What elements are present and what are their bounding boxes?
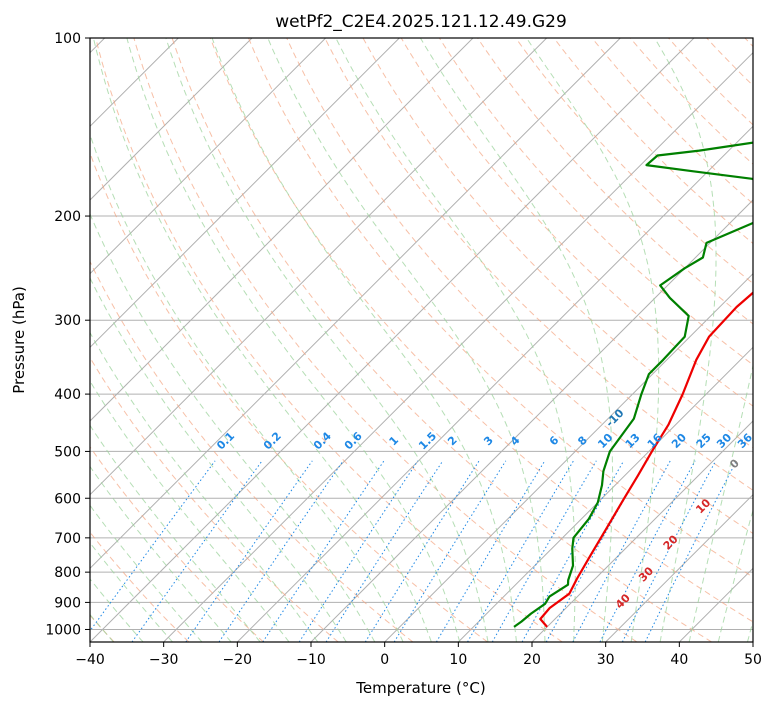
dry-adiabat-line	[95, 38, 563, 642]
y-tick-label: 400	[54, 387, 81, 403]
dry-adiabat-line	[477, 38, 753, 325]
dry-adiabat-line	[209, 38, 753, 623]
mixing-ratio-line	[218, 460, 344, 642]
mixing-ratio-line	[262, 460, 385, 642]
isotherm-line	[310, 199, 753, 642]
isotherm-line	[163, 51, 753, 642]
isotherm-line	[90, 38, 548, 496]
y-tick-label: 100	[54, 31, 81, 47]
mixing-ratio-line	[621, 460, 717, 642]
sounding-profiles	[513, 141, 753, 628]
isotherm-line	[90, 38, 327, 275]
x-tick-label: −30	[149, 652, 179, 668]
isotherm-line	[236, 125, 753, 642]
dry-adiabat-line	[515, 38, 753, 285]
dry-adiabat-line	[362, 38, 753, 449]
temperature-profile-line	[539, 291, 753, 628]
y-tick-label: 200	[54, 209, 81, 225]
moist-adiabat-line	[165, 38, 489, 642]
moist-adiabat-line	[419, 38, 614, 642]
dry-adiabat-line	[400, 38, 753, 407]
x-tick-label: −20	[223, 652, 253, 668]
mixing-ratio-line	[298, 460, 419, 642]
moist-adiabat-line	[90, 465, 232, 642]
x-tick-label: 20	[523, 652, 541, 668]
moist-adiabat-line	[654, 38, 717, 642]
mixing-ratio-line	[435, 460, 546, 642]
mixing-ratio-line	[644, 460, 737, 642]
y-tick-label: 300	[54, 313, 81, 329]
isotherm-line	[384, 272, 753, 642]
mixing-ratio-line	[185, 460, 313, 642]
dry-adiabat-line	[248, 38, 753, 578]
mixing-ratio-line	[90, 460, 216, 632]
dry-adiabat-line	[90, 260, 414, 642]
dry-adiabat-line	[286, 38, 753, 535]
isotherm-line	[605, 493, 753, 642]
isotherm-line	[90, 38, 474, 422]
dry-adiabat-line	[629, 38, 753, 165]
mixing-ratio-line	[521, 460, 625, 642]
dry-adiabat-line	[133, 38, 638, 642]
y-axis-title: Pressure (hPa)	[10, 286, 28, 394]
mixing-ratio-line	[131, 460, 263, 642]
x-tick-label: 10	[449, 652, 467, 668]
moist-adiabat-line	[90, 331, 319, 642]
x-axis-ticks: −40 −30 −20 −10 0 10 20 30 40 50	[75, 642, 762, 668]
y-tick-label: 500	[54, 444, 81, 460]
moist-adiabat-line	[90, 504, 203, 642]
dry-adiabat-line	[591, 38, 753, 205]
moist-adiabat-line	[335, 38, 576, 642]
moist-adiabat-line	[267, 38, 546, 642]
isotherm-line	[457, 346, 753, 642]
x-tick-label: −40	[75, 652, 105, 668]
moist-adiabat-line	[126, 38, 461, 642]
x-tick-label: 30	[597, 652, 615, 668]
moist-adiabat-line	[92, 38, 432, 642]
chart-title: wetPf2_C2E4.2025.121.12.49.G29	[275, 12, 567, 32]
moist-adiabat-line	[211, 38, 517, 642]
plot-frame	[89, 37, 754, 643]
y-tick-label: 800	[54, 565, 81, 581]
isotherm-line	[90, 38, 253, 201]
x-tick-label: 40	[670, 652, 688, 668]
dewpoint-profile-line	[513, 141, 753, 628]
x-tick-label: −10	[296, 652, 326, 668]
moist-adiabat-line	[717, 508, 753, 642]
dry-adiabat-line	[90, 445, 264, 642]
isotherm-line	[531, 420, 753, 642]
y-tick-label: 1000	[45, 622, 81, 638]
moist-adiabat-line	[90, 424, 261, 642]
moist-adiabat-line	[526, 38, 660, 642]
moist-adiabat-line	[90, 541, 173, 642]
moist-adiabat-line	[90, 276, 347, 642]
moist-adiabat-line	[688, 363, 753, 642]
moist-adiabats	[90, 38, 753, 642]
y-tick-label: 900	[54, 595, 81, 611]
mixing-ratio-line	[393, 460, 507, 642]
dry-adiabats	[90, 38, 753, 642]
x-axis-title: Temperature (°C)	[355, 679, 485, 697]
x-tick-label: 50	[744, 652, 762, 668]
mixing-ratio-line	[491, 460, 597, 642]
mixing-ratio-line	[467, 460, 574, 642]
moist-adiabat-line	[90, 212, 376, 642]
x-tick-label: 0	[380, 652, 389, 668]
y-axis-ticks: 1000 900 800 700 600 500 400 300 200 100	[45, 31, 90, 638]
dry-adiabat-line	[324, 38, 753, 491]
y-tick-label: 600	[54, 491, 81, 507]
dry-adiabat-line	[171, 38, 712, 642]
y-tick-label: 700	[54, 531, 81, 547]
